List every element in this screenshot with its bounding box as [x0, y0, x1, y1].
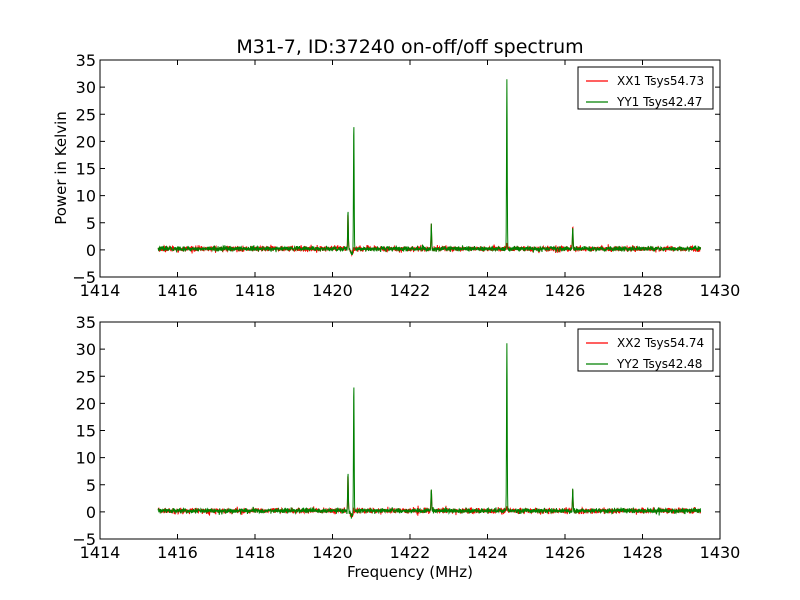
legend-entry: XX2 Tsys54.74	[617, 336, 704, 350]
y-tick-label: 0	[86, 503, 96, 522]
chart-title: M31-7, ID:37240 on-off/off spectrum	[236, 36, 583, 58]
x-tick-label: 1426	[545, 543, 586, 562]
y-tick-label: 10	[76, 449, 96, 468]
y-tick-label: 15	[76, 160, 96, 179]
x-tick-label: 1414	[80, 281, 121, 300]
y-tick-label: 35	[76, 313, 96, 332]
x-tick-label: 1422	[390, 543, 431, 562]
series-group	[157, 343, 702, 519]
x-tick-label: 1420	[312, 543, 353, 562]
x-tick-label: 1428	[622, 281, 663, 300]
y-tick-label: 25	[76, 105, 96, 124]
y-tick-label: 5	[86, 214, 96, 233]
y-axis-label: Power in Kelvin	[52, 111, 70, 225]
top-panel: 1414 1416 1418 1420 1422 1424 1426 1428 1430 −5 0 5…	[72, 51, 740, 300]
x-tick-label: 1416	[157, 543, 198, 562]
legend-entry: YY2 Tsys42.48	[616, 357, 702, 371]
x-tick-label: 1418	[235, 543, 276, 562]
y-tick-label: 20	[76, 132, 96, 151]
y-tick-label: −5	[72, 530, 96, 549]
y-tick-label: 10	[76, 187, 96, 206]
x-tick-label: 1424	[467, 281, 508, 300]
x-tick-label: 1416	[157, 281, 198, 300]
y-tick-label: 30	[76, 78, 96, 97]
x-tick-label: 1414	[80, 543, 121, 562]
bottom-panel: 1414 1416 1418 1420 1422 1424 1426 1428 1430 −5 0 5…	[72, 313, 740, 562]
y-tick-label: 25	[76, 367, 96, 386]
x-tick-label: 1418	[235, 281, 276, 300]
series-group	[157, 79, 702, 257]
y-tick-label: 5	[86, 476, 96, 495]
series-line-yy	[157, 79, 702, 255]
x-tick-label: 1424	[467, 543, 508, 562]
y-tick-label: −5	[72, 268, 96, 287]
y-tick-label: 15	[76, 422, 96, 441]
x-tick-label: 1420	[312, 281, 353, 300]
x-tick-label: 1430	[700, 543, 741, 562]
x-tick-label: 1426	[545, 281, 586, 300]
y-tick-label: 20	[76, 394, 96, 413]
y-tick-label: 30	[76, 340, 96, 359]
x-tick-label: 1422	[390, 281, 431, 300]
y-tick-label: 35	[76, 51, 96, 70]
series-line-yy	[157, 343, 702, 519]
x-tick-label: 1428	[622, 543, 663, 562]
y-tick-label: 0	[86, 241, 96, 260]
x-axis-label: Frequency (MHz)	[347, 563, 473, 581]
legend-entry: YY1 Tsys42.47	[616, 95, 702, 109]
legend-entry: XX1 Tsys54.73	[617, 74, 704, 88]
x-tick-label: 1430	[700, 281, 741, 300]
